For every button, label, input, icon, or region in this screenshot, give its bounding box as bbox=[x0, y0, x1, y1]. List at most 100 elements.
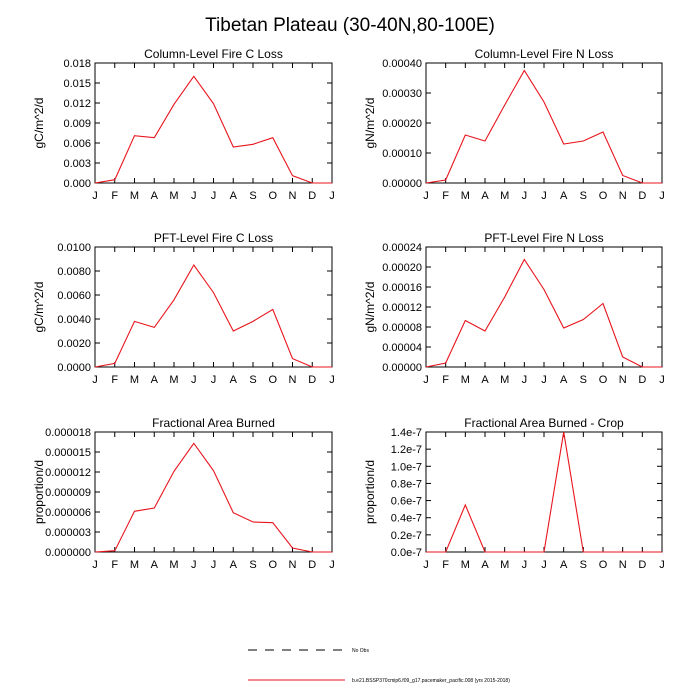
chart-panel-4: PFT-Level Fire N Loss gN/m^2/d 0.00000 0.00… bbox=[363, 231, 665, 386]
series-line bbox=[425, 69, 662, 184]
y-tick-label: 0.6e-7 bbox=[391, 496, 422, 508]
y-tick-label: 0.00008 bbox=[382, 322, 422, 334]
y-tick-label: 0.006 bbox=[63, 138, 91, 150]
x-tick-label: F bbox=[442, 559, 449, 571]
x-tick-label: S bbox=[580, 374, 587, 386]
y-tick-label: 0.0000 bbox=[57, 362, 91, 374]
y-tick-label: 0.000009 bbox=[45, 487, 91, 499]
x-tick-label: O bbox=[268, 374, 277, 386]
legend-item-no-obs: No Obs bbox=[248, 648, 369, 654]
x-tick-label: M bbox=[461, 374, 470, 386]
y-tick-label: 0.00024 bbox=[382, 242, 422, 254]
x-tick-label: J bbox=[211, 190, 217, 202]
panel-title: Column-Level Fire C Loss bbox=[144, 47, 283, 61]
x-tick-label: N bbox=[289, 374, 297, 386]
plot-frame bbox=[94, 246, 333, 368]
x-tick-label: J bbox=[541, 559, 547, 571]
y-tick-label: 0.009 bbox=[63, 118, 91, 130]
x-tick-label: N bbox=[289, 559, 297, 571]
x-tick-label: J bbox=[92, 374, 98, 386]
plot-frame bbox=[425, 431, 663, 553]
x-tick-label: F bbox=[442, 190, 449, 202]
x-tick-label: F bbox=[111, 559, 118, 571]
y-tick-label: 0.4e-7 bbox=[391, 513, 422, 525]
y-tick-label: 1.0e-7 bbox=[391, 461, 422, 473]
x-tick-label: J bbox=[423, 374, 429, 386]
panel-title: PFT-Level Fire N Loss bbox=[484, 231, 603, 245]
y-axis-label: gN/m^2/d bbox=[363, 98, 377, 149]
y-tick-label: 0.000000 bbox=[45, 547, 91, 559]
panel-title: Column-Level Fire N Loss bbox=[475, 47, 614, 61]
x-tick-label: O bbox=[599, 559, 608, 571]
y-tick-label: 0.0e-7 bbox=[391, 547, 422, 559]
panel-title: Fractional Area Burned bbox=[152, 416, 275, 430]
chart-panel-5: Fractional Area Burnedproportion/d0.0000… bbox=[32, 416, 335, 571]
x-tick-label: A bbox=[481, 190, 489, 202]
y-tick-label: 0.000012 bbox=[45, 467, 91, 479]
y-tick-label: 0.0100 bbox=[57, 242, 91, 254]
panels: Column-Level Fire C Loss gC/m^2/d 0.000 0.0… bbox=[32, 47, 665, 571]
x-tick-label: J bbox=[541, 190, 547, 202]
x-tick-label: A bbox=[481, 559, 489, 571]
x-tick-label: J bbox=[659, 374, 665, 386]
y-axis-label: gC/m^2/d bbox=[32, 98, 46, 149]
x-tick-label: O bbox=[268, 559, 277, 571]
y-tick-label: 0.00030 bbox=[382, 88, 422, 100]
y-tick-label: 0.8e-7 bbox=[391, 478, 422, 490]
x-tick-label: J bbox=[329, 374, 335, 386]
x-tick-label: F bbox=[442, 374, 449, 386]
legend: No Obs b.e21.BSSP370cmip6.f09_g17.pacema… bbox=[248, 648, 510, 684]
x-tick-label: F bbox=[111, 190, 118, 202]
plot-frame bbox=[425, 62, 663, 184]
x-tick-label: J bbox=[659, 190, 665, 202]
chart-panel-3: PFT-Level Fire C Loss gC/m^2/d 0.0000 0.002… bbox=[32, 231, 335, 386]
x-tick-label: M bbox=[500, 559, 509, 571]
x-tick-label: J bbox=[211, 559, 217, 571]
x-tick-label: M bbox=[130, 374, 139, 386]
y-tick-label: 0.000006 bbox=[45, 507, 91, 519]
x-tick-label: O bbox=[599, 190, 608, 202]
x-tick-label: D bbox=[638, 190, 646, 202]
y-tick-label: 0.0040 bbox=[57, 314, 91, 326]
x-tick-label: S bbox=[249, 559, 256, 571]
x-tick-label: J bbox=[522, 190, 528, 202]
x-tick-label: J bbox=[423, 559, 429, 571]
x-tick-label: M bbox=[169, 374, 178, 386]
x-tick-label: J bbox=[423, 190, 429, 202]
legend-label-no-obs: No Obs bbox=[352, 648, 369, 654]
y-tick-label: 0.00016 bbox=[382, 282, 422, 294]
y-axis-label: gC/m^2/d bbox=[32, 282, 46, 333]
x-tick-label: O bbox=[268, 190, 277, 202]
x-tick-label: A bbox=[151, 374, 159, 386]
y-tick-label: 0.00000 bbox=[382, 178, 422, 190]
x-tick-label: A bbox=[151, 559, 159, 571]
x-tick-label: O bbox=[599, 374, 608, 386]
y-tick-label: 0.018 bbox=[63, 58, 91, 70]
y-tick-label: 0.0020 bbox=[57, 338, 91, 350]
x-tick-label: D bbox=[308, 559, 316, 571]
panel-title: PFT-Level Fire C Loss bbox=[154, 231, 273, 245]
x-tick-label: N bbox=[619, 190, 627, 202]
y-tick-label: 0.00010 bbox=[382, 148, 422, 160]
x-tick-label: M bbox=[130, 190, 139, 202]
y-tick-label: 0.00020 bbox=[382, 118, 422, 130]
panel-title: Fractional Area Burned - Crop bbox=[464, 416, 624, 430]
chart-panel-6: Fractional Area Burned - Crop proportion/… bbox=[363, 416, 665, 571]
y-tick-label: 0.000003 bbox=[45, 527, 91, 539]
y-tick-label: 0.003 bbox=[63, 158, 91, 170]
series-line bbox=[94, 75, 332, 184]
y-tick-label: 0.000 bbox=[63, 178, 91, 190]
x-tick-label: D bbox=[638, 559, 646, 571]
y-tick-label: 0.0080 bbox=[57, 266, 91, 278]
y-tick-label: 1.2e-7 bbox=[391, 444, 422, 456]
series-line bbox=[94, 442, 332, 553]
y-axis-label: proportion/d bbox=[363, 460, 377, 524]
y-tick-label: 0.00020 bbox=[382, 262, 422, 274]
x-tick-label: J bbox=[541, 374, 547, 386]
x-tick-label: J bbox=[191, 190, 197, 202]
legend-label-model-run: b.e21.BSSP370cmip6.f09_g17.pacemaker_pac… bbox=[352, 678, 510, 684]
legend-item-model-run: b.e21.BSSP370cmip6.f09_g17.pacemaker_pac… bbox=[248, 678, 510, 684]
x-tick-label: J bbox=[659, 559, 665, 571]
plot-frame bbox=[94, 431, 333, 553]
